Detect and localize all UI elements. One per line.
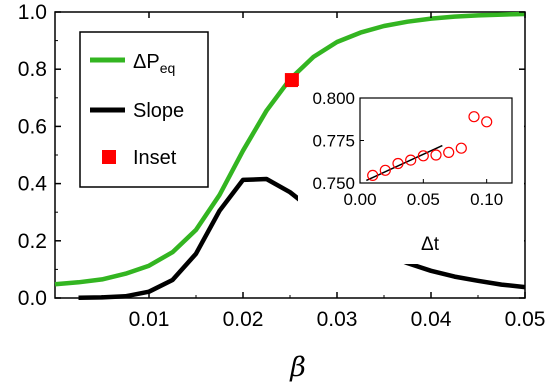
inset-x-tick-label: 0.05 <box>407 190 440 209</box>
inset-data-point <box>455 142 467 154</box>
legend: ΔPeq Slope Inset <box>79 31 209 188</box>
inset-data-point <box>379 164 391 176</box>
legend-label-inset: Inset <box>133 147 177 169</box>
x-axis-label: β <box>289 352 306 383</box>
legend-swatch-inset <box>102 150 116 164</box>
inset-data-point <box>392 157 404 170</box>
inset-data-point <box>367 169 379 181</box>
inset-fit-line <box>366 144 443 182</box>
inset-y-tick-label: 0.800 <box>312 89 355 108</box>
inset-frame <box>359 97 513 184</box>
inset-x-axis-label: Δt <box>421 234 440 255</box>
y-tick-label: 1.0 <box>18 1 47 24</box>
inset-plot: 0.00 0.05 0.10 0.750 0.775 0.800 <box>298 86 524 264</box>
legend-label-slope: Slope <box>133 100 184 122</box>
highlight-point-marker <box>284 73 299 88</box>
y-tick-label: 0.0 <box>18 287 47 310</box>
y-tick-label: 0.2 <box>18 230 47 253</box>
x-tick-label: 0.05 <box>505 308 546 331</box>
inset-data-point <box>481 116 493 128</box>
inset-data-point <box>405 154 417 166</box>
main-axis-ticks: 0.01 0.02 0.03 0.04 0.05 0.0 0.2 0.4 0.6 0.8 1.0 <box>18 1 546 331</box>
legend-label-delta-p: ΔPeq <box>133 51 175 76</box>
inset-data-point <box>468 111 480 123</box>
inset-x-tick-label: 0.00 <box>343 190 376 209</box>
inset-y-tick-label: 0.750 <box>312 174 355 193</box>
x-tick-label: 0.03 <box>317 308 358 331</box>
inset-x-tick-label: 0.10 <box>470 190 503 209</box>
inset-data-point <box>430 149 442 161</box>
y-tick-label: 0.4 <box>18 173 48 196</box>
x-tick-label: 0.02 <box>223 308 264 331</box>
x-tick-label: 0.01 <box>129 308 170 331</box>
inset-data-point <box>417 150 429 162</box>
inset-y-tick-label: 0.775 <box>312 132 355 151</box>
x-tick-label: 0.04 <box>411 308 452 331</box>
inset-data-point <box>443 146 455 158</box>
y-tick-label: 0.8 <box>18 58 47 81</box>
y-tick-label: 0.6 <box>18 115 47 138</box>
